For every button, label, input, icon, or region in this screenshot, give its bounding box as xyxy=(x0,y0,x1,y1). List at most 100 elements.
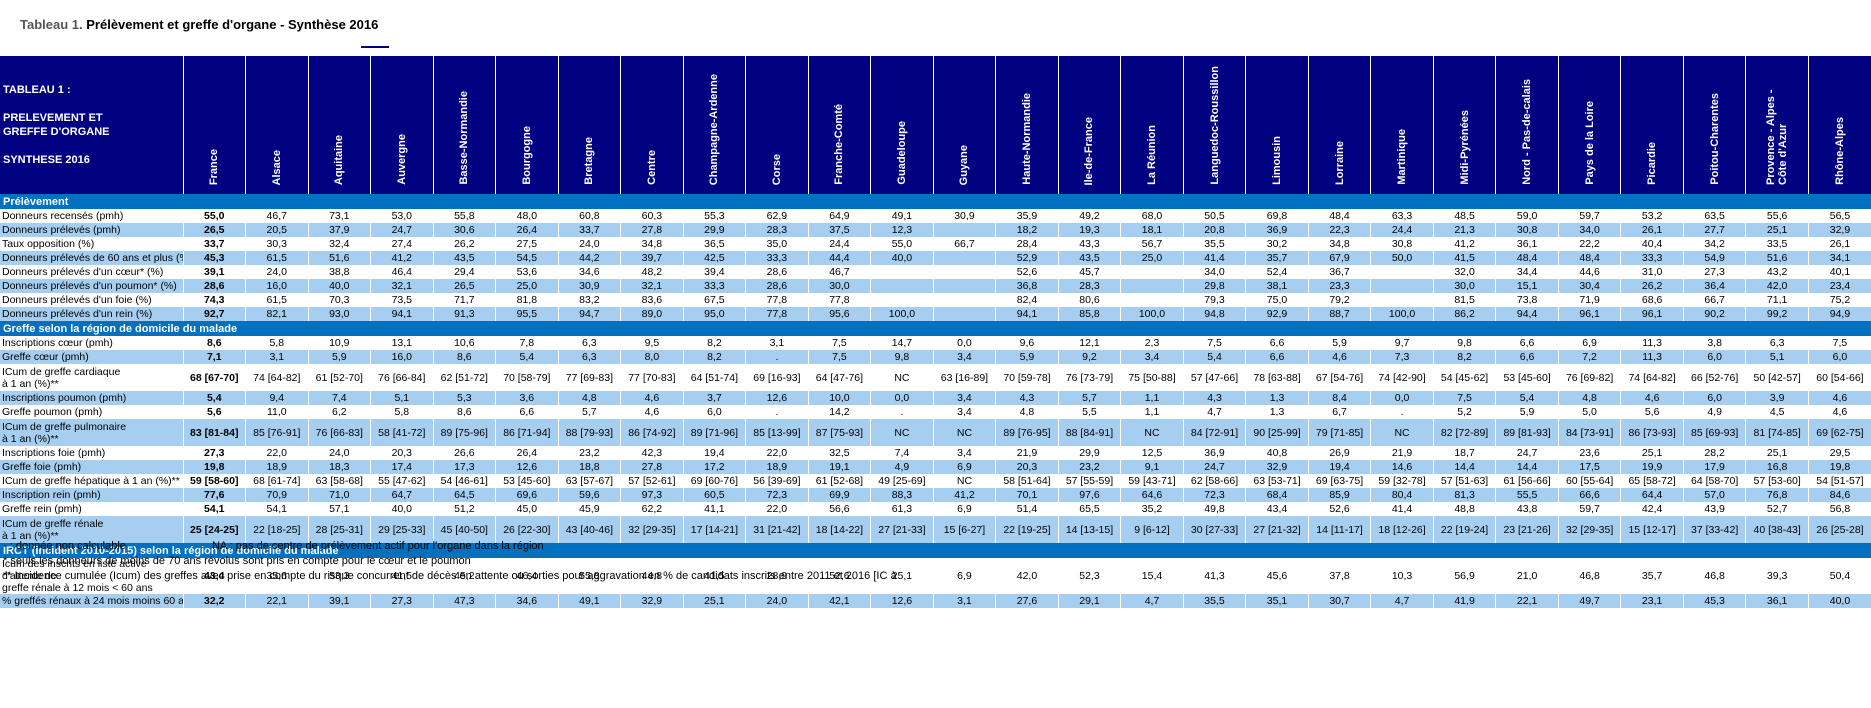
cell-value: 70,3 xyxy=(307,293,371,307)
cell-value: 4,7 xyxy=(1370,594,1434,608)
cell-value: 24,7 xyxy=(1182,460,1246,474)
cell-value: 53,0 xyxy=(370,209,434,223)
cell-value: 54,5 xyxy=(495,251,559,265)
cell-value: 6,6 xyxy=(1495,350,1559,364)
cell-value: 4,8 xyxy=(557,391,621,405)
cell-value: 15 [6-27] xyxy=(932,516,996,543)
row-label: Taux opposition (%) xyxy=(0,237,184,251)
cell-value: 77,8 xyxy=(745,293,809,307)
cell-value: 4,7 xyxy=(1182,405,1246,419)
row-label: Inscriptions cœur (pmh) xyxy=(0,336,184,350)
cell-value: 5,7 xyxy=(557,405,621,419)
cell-value: 5,1 xyxy=(1745,350,1809,364)
cell-value: 90 [25-99] xyxy=(1245,419,1309,446)
row-label: Inscriptions poumon (pmh) xyxy=(0,391,184,405)
cell-value: 47,3 xyxy=(432,594,496,608)
cell-value: 43,4 xyxy=(1245,502,1309,516)
cell-value: 29,9 xyxy=(682,223,746,237)
row-label-line: greffe rénale à 12 mois < 60 ans xyxy=(2,582,153,594)
cell-value: 66,6 xyxy=(1557,488,1621,502)
cell-value: 22,1 xyxy=(1495,594,1559,608)
cell-value: 7,4 xyxy=(307,391,371,405)
cell-value: 5,0 xyxy=(1557,405,1621,419)
cell-value: 83,2 xyxy=(557,293,621,307)
cell-value: 49,1 xyxy=(557,594,621,608)
cell-value: 45,9 xyxy=(557,502,621,516)
cell-value: 91,3 xyxy=(432,307,496,321)
row-label: ICum de greffe pulmonaire à 1 an (%)** xyxy=(0,419,184,446)
cell-value: 72,3 xyxy=(745,488,809,502)
cell-value: 51,2 xyxy=(432,502,496,516)
table-row: Icum des inscrits en liste active d'atte… xyxy=(0,558,1871,594)
cell-value: 36,9 xyxy=(1182,446,1246,460)
cell-value: 42,0 xyxy=(995,558,1059,594)
cell-value: 30,7 xyxy=(1307,594,1371,608)
cell-value: 18 [12-26] xyxy=(1370,516,1434,543)
cell-value: 7,5 xyxy=(1182,336,1246,350)
cell-value xyxy=(1370,279,1434,293)
cell-value xyxy=(1120,265,1184,279)
cell-value: 3,4 xyxy=(932,391,996,405)
cell-value: 41,2 xyxy=(370,251,434,265)
cell-value: 22,1 xyxy=(245,594,309,608)
cell-value: 18,9 xyxy=(745,460,809,474)
cell-value: 45,3 xyxy=(1682,594,1746,608)
cell-value: 61 [56-66] xyxy=(1495,474,1559,488)
table-row: Inscriptions poumon (pmh) 5,4 9,4 7,4 5,1 5,3… xyxy=(0,391,1871,405)
cell-value: 64,6 xyxy=(1120,488,1184,502)
cell-value: 95,5 xyxy=(495,307,559,321)
footnotes: - : donnée non calculable NA : pas de cen… xyxy=(3,539,897,584)
cell-value: 20,8 xyxy=(1182,223,1246,237)
cell-value: 18,2 xyxy=(995,223,1059,237)
cell-value: 86 [74-92] xyxy=(620,419,684,446)
cell-value: 29,8 xyxy=(1182,279,1246,293)
cell-value: 61 [52-70] xyxy=(307,364,371,391)
cell-value: 51,6 xyxy=(1745,251,1809,265)
cell-value: 29,1 xyxy=(1057,594,1121,608)
column-header: Rhône-Alpes xyxy=(1807,56,1871,194)
cell-value: 36,9 xyxy=(1245,223,1309,237)
column-header: Ile-de-France xyxy=(1057,56,1121,194)
cell-value: 3,4 xyxy=(932,446,996,460)
region-name: Auvergne xyxy=(395,134,408,185)
row-label-line: Icum des inscrits en liste active d'atte… xyxy=(2,558,147,582)
cell-value: 40,0 xyxy=(1807,594,1871,608)
cell-value: 1,1 xyxy=(1120,405,1184,419)
cell-value: 30,9 xyxy=(557,279,621,293)
cell-value: 18,7 xyxy=(1432,446,1496,460)
header-intro: TABLEAU 1 : PRELEVEMENT ET GREFFE D'ORGANE… xyxy=(0,56,183,194)
cell-value: 13,1 xyxy=(370,336,434,350)
cell-value: 26 [25-28] xyxy=(1807,516,1871,543)
cell-value: 27 [21-32] xyxy=(1245,516,1309,543)
cell-value: 48,0 xyxy=(495,209,559,223)
cell-value: 5,9 xyxy=(1307,336,1371,350)
cell-value: 33,5 xyxy=(1745,237,1809,251)
cell-value: 30,4 xyxy=(1557,279,1621,293)
cell-value: 43,5 xyxy=(1057,251,1121,265)
cell-value: 64,9 xyxy=(807,209,871,223)
cell-france: 32,2 xyxy=(183,594,246,608)
row-label: Donneurs prélevés de 60 ans et plus (%) xyxy=(0,251,184,265)
cell-value: 6,6 xyxy=(1245,350,1309,364)
cell-value: 14,4 xyxy=(1432,460,1496,474)
cell-value: 26,4 xyxy=(495,446,559,460)
cell-value: 77 [69-83] xyxy=(557,364,621,391)
cell-value: 56,9 xyxy=(1432,558,1496,594)
cell-value xyxy=(932,265,996,279)
header-accent-line xyxy=(361,46,389,48)
cell-value: 26,1 xyxy=(1807,237,1871,251)
cell-value: 87 [75-93] xyxy=(807,419,871,446)
table-row: Donneurs prélevés d'un rein (%) 92,7 82,1 9… xyxy=(0,307,1871,321)
cell-value: 79,3 xyxy=(1182,293,1246,307)
cell-value: 31,0 xyxy=(1620,265,1684,279)
cell-value: 66,7 xyxy=(1682,293,1746,307)
cell-value: 20,3 xyxy=(995,460,1059,474)
cell-value: 56,6 xyxy=(807,502,871,516)
cell-france: 8,6 xyxy=(183,336,246,350)
cell-value: 80,4 xyxy=(1370,488,1434,502)
header-intro-line xyxy=(3,139,181,153)
cell-value: 63 [16-89] xyxy=(932,364,996,391)
column-header: Picardie xyxy=(1620,56,1684,194)
cell-value: 57 [53-60] xyxy=(1745,474,1809,488)
cell-value: 69 [60-76] xyxy=(682,474,746,488)
